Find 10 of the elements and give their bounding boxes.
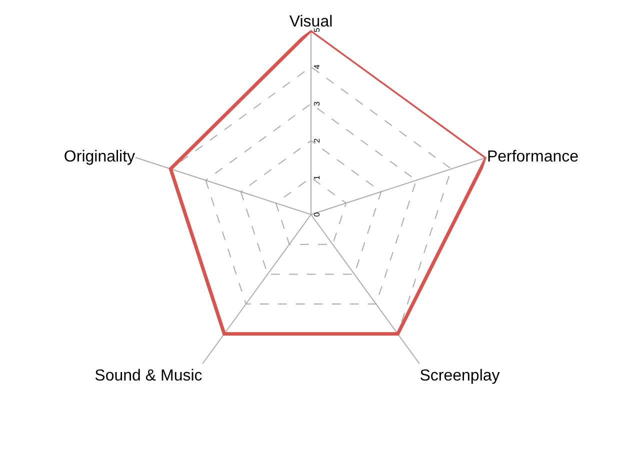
- y-tick-label: 5: [312, 27, 322, 32]
- y-tick-label: 3: [312, 101, 322, 106]
- y-tick-label: 2: [312, 138, 322, 143]
- y-tick-label: 4: [312, 64, 322, 70]
- spoke-label: Originality: [64, 148, 136, 166]
- spoke-label: Screenplay: [420, 367, 500, 384]
- spoke-label: Sound & Music: [94, 367, 202, 384]
- y-tick-label: 1: [312, 174, 322, 180]
- spoke-label: Performance: [486, 148, 579, 166]
- y-tick-label: 0: [312, 212, 322, 217]
